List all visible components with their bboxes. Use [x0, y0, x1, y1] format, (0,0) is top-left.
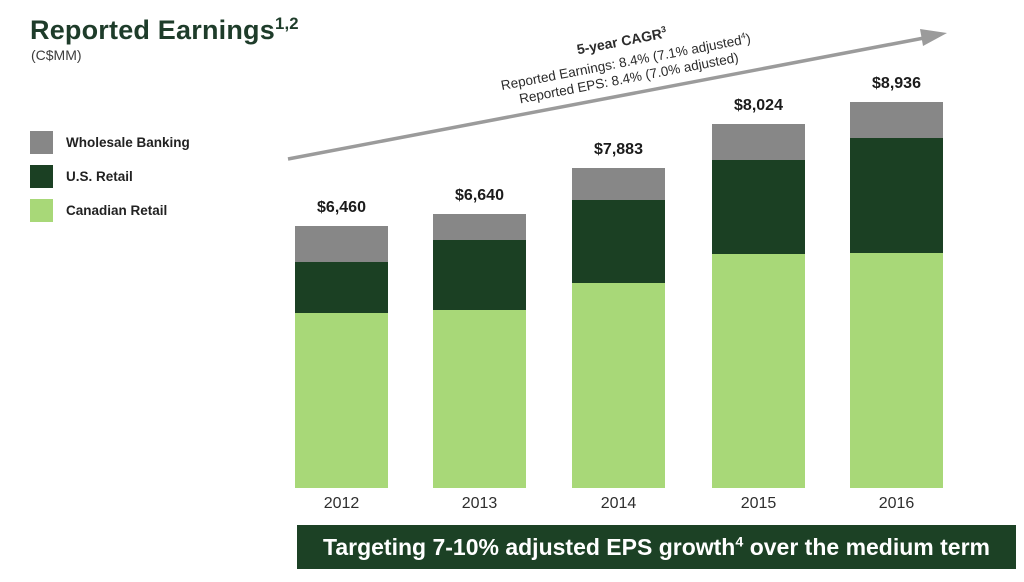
bar-total-label-2014: $7,883 [594, 141, 643, 158]
legend-label-canadian-retail: Canadian Retail [66, 203, 168, 218]
x-axis-label-2013: 2013 [461, 495, 498, 512]
legend-label-us-retail: U.S. Retail [66, 169, 133, 184]
legend-item-wholesale-banking: Wholesale Banking [30, 131, 190, 154]
legend-swatch-us-retail [30, 165, 53, 188]
bar-segment-wholesale-banking-2014 [572, 168, 665, 200]
bar-total-label-2013: $6,640 [455, 187, 504, 204]
bar-segment-wholesale-banking-2016 [850, 102, 943, 138]
bar-segment-wholesale-banking-2013 [433, 214, 526, 240]
page-title: Reported Earnings1,2 [30, 14, 299, 45]
bar-segment-wholesale-banking-2012 [295, 226, 388, 262]
legend-label-wholesale-banking: Wholesale Banking [66, 135, 190, 150]
bar-segment-canadian-retail-2014 [572, 283, 665, 488]
bar-segment-u-s-retail-2014 [572, 200, 665, 283]
x-axis-label-2012: 2012 [323, 495, 360, 512]
bar-segment-u-s-retail-2015 [712, 160, 805, 254]
bar-total-label-2015: $8,024 [734, 97, 783, 114]
bar-segment-u-s-retail-2012 [295, 262, 388, 313]
bar-segment-canadian-retail-2015 [712, 254, 805, 488]
target-banner: Targeting 7-10% adjusted EPS growth4 ove… [297, 525, 1016, 569]
target-banner-text: Targeting 7-10% adjusted EPS growth4 ove… [323, 533, 990, 560]
bar-segment-u-s-retail-2013 [433, 240, 526, 310]
legend-swatch-canadian-retail [30, 199, 53, 222]
x-axis-label-2014: 2014 [600, 495, 637, 512]
bar-total-label-2012: $6,460 [317, 199, 366, 216]
bar-segment-canadian-retail-2016 [850, 253, 943, 488]
x-axis-label-2016: 2016 [878, 495, 915, 512]
x-axis-label-2015: 2015 [740, 495, 777, 512]
bar-segment-canadian-retail-2013 [433, 310, 526, 488]
legend-item-us-retail: U.S. Retail [30, 165, 133, 188]
legend-item-canadian-retail: Canadian Retail [30, 199, 167, 222]
cagr-annotation: 5-year CAGR3 Reported Earnings: 8.4% (7.… [423, 0, 827, 124]
bar-segment-u-s-retail-2016 [850, 138, 943, 253]
bar-total-label-2016: $8,936 [872, 75, 921, 92]
page-subtitle: (C$MM) [31, 47, 82, 63]
bar-segment-canadian-retail-2012 [295, 313, 388, 488]
legend-swatch-wholesale-banking [30, 131, 53, 154]
bar-segment-wholesale-banking-2015 [712, 124, 805, 160]
